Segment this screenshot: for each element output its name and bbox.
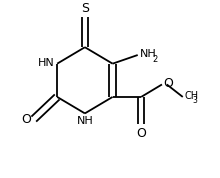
Text: S: S	[81, 2, 89, 15]
Text: O: O	[163, 77, 173, 90]
Text: NH: NH	[139, 49, 156, 59]
Text: 3: 3	[193, 96, 198, 105]
Text: CH: CH	[184, 91, 198, 101]
Text: NH: NH	[77, 116, 94, 126]
Text: HN: HN	[38, 58, 55, 68]
Text: 2: 2	[153, 55, 158, 64]
Text: O: O	[21, 113, 31, 127]
Text: O: O	[136, 127, 146, 140]
